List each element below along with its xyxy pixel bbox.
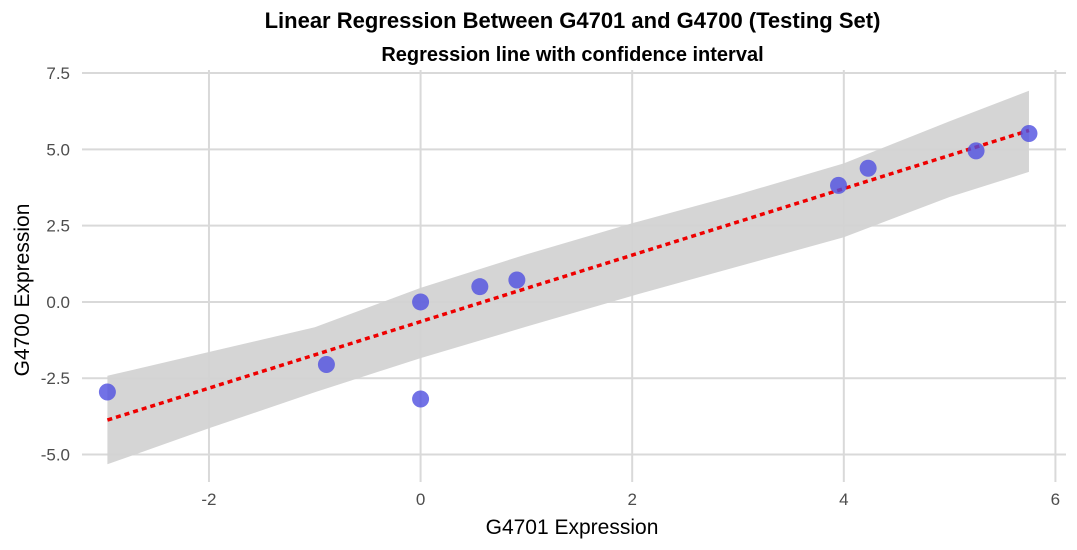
data-point	[830, 176, 848, 194]
data-point	[508, 271, 526, 289]
y-tick-label: -2.5	[41, 369, 70, 388]
data-point	[967, 142, 985, 160]
y-tick-label: 5.0	[46, 140, 70, 159]
data-point	[412, 390, 430, 408]
regression-line	[106, 128, 1030, 422]
confidence-band-layer	[107, 90, 1029, 465]
y-tick-label: 2.5	[46, 217, 70, 236]
data-point	[471, 278, 489, 296]
chart-title: Linear Regression Between G4701 and G470…	[264, 8, 881, 33]
tick-labels-layer: -2 0 2 4 6 -5.0 -2.5 0.0 2.5 5.0 7.5	[41, 64, 1060, 509]
data-point	[412, 293, 430, 311]
x-tick-label: 6	[1051, 490, 1060, 509]
x-tick-label: -2	[201, 490, 216, 509]
y-tick-label: 0.0	[46, 293, 70, 312]
x-tick-label: 2	[627, 490, 636, 509]
chart-subtitle: Regression line with confidence interval	[381, 44, 764, 66]
data-point	[859, 159, 877, 177]
grid-layer	[82, 70, 1066, 482]
x-tick-label: 4	[839, 490, 848, 509]
confidence-band	[107, 90, 1029, 465]
data-point	[1020, 124, 1038, 142]
y-tick-label: 7.5	[46, 64, 70, 83]
data-point	[317, 356, 335, 374]
y-tick-label: -5.0	[41, 446, 70, 465]
y-axis-title: G4700 Expression	[11, 204, 34, 377]
data-point	[98, 383, 116, 401]
x-axis-title: G4701 Expression	[486, 516, 659, 539]
x-tick-label: 0	[416, 490, 425, 509]
data-points-layer	[98, 124, 1038, 408]
regression-line-layer	[106, 128, 1030, 422]
